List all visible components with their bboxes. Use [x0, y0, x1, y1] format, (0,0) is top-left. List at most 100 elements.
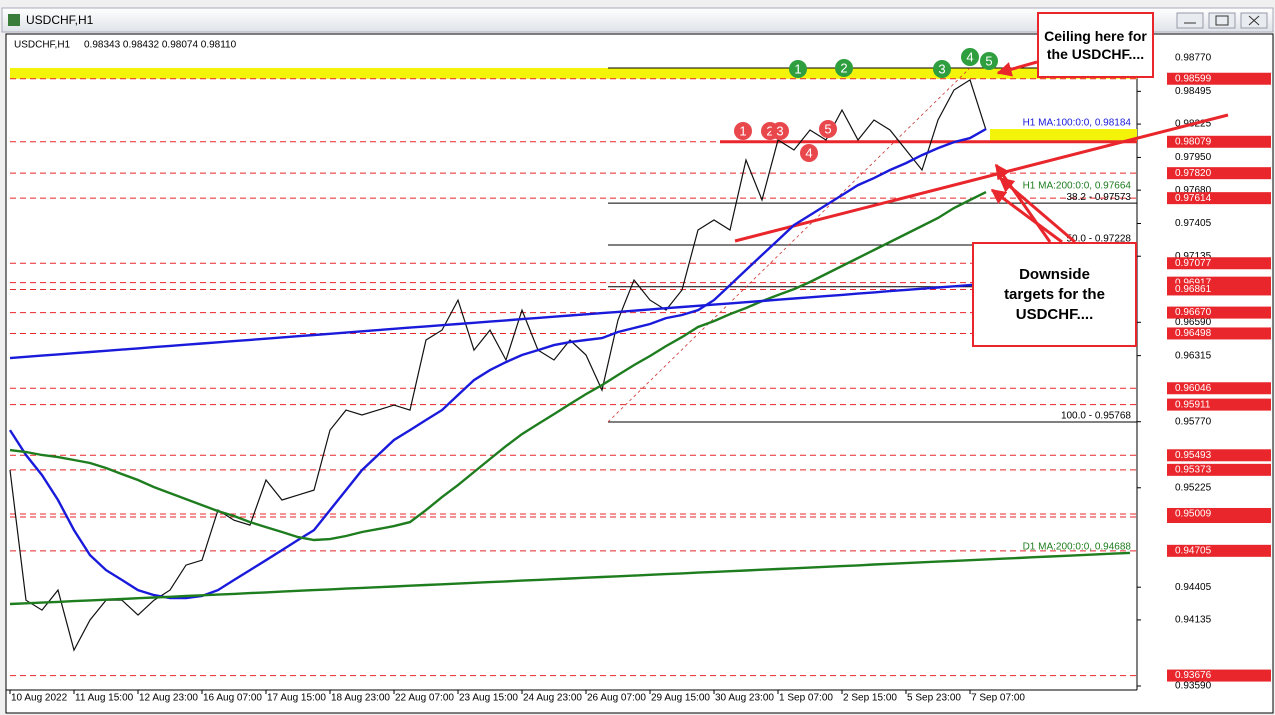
downside-callout: Downside targets for the USDCHF.... [972, 242, 1137, 347]
level-label: 0.96670 [1175, 307, 1212, 318]
x-tick-label: 11 Aug 15:00 [75, 693, 134, 704]
x-tick-label: 12 Aug 23:00 [139, 693, 198, 704]
fib-diagonal [607, 67, 971, 423]
red-marker [819, 120, 837, 138]
x-tick-label: 22 Aug 07:00 [395, 693, 454, 704]
x-tick-label: 17 Aug 15:00 [267, 693, 326, 704]
y-tick-label: 0.94135 [1175, 615, 1212, 626]
window-buttons[interactable] [1176, 12, 1268, 29]
callout-arrow [996, 60, 1038, 77]
fib-label: 50.0 - 0.97228 [1067, 234, 1132, 245]
chart-symbol: USDCHF,H1 [14, 40, 71, 51]
y-tick-label: 0.95225 [1175, 482, 1212, 493]
level-label: 0.96498 [1175, 328, 1212, 339]
ma-line [8, 127, 987, 600]
maximize-glyph [1215, 15, 1229, 26]
ceiling-zone [10, 67, 1137, 79]
price-line [9, 78, 987, 652]
ma-line [9, 191, 987, 542]
y-tick-label: 0.97680 [1175, 185, 1212, 196]
window-icon [8, 14, 20, 26]
green-marker [961, 48, 979, 66]
x-tick-label: 7 Sep 07:00 [971, 693, 1025, 704]
y-tick-label: 0.97405 [1175, 218, 1212, 229]
level-label: 0.95911 [1175, 399, 1211, 410]
callout-arrow [994, 163, 1052, 243]
fib-label: 100.0 - 0.95768 [1061, 411, 1131, 422]
level-tag [1167, 135, 1271, 148]
ma-line [9, 551, 1131, 606]
ceiling-callout: Ceiling here for the USDCHF.... [1037, 12, 1154, 78]
x-tick-label: 29 Aug 15:00 [651, 693, 710, 704]
green-marker [835, 59, 853, 77]
level-label: 0.96046 [1175, 383, 1212, 394]
level-tag [1167, 449, 1271, 462]
rising-trendline [734, 113, 1229, 243]
level-tag [1167, 167, 1271, 180]
level-label: 0.93676 [1175, 670, 1212, 681]
ma-label: D1 MA:200:0:0, 0.94688 [1023, 542, 1132, 553]
close-glyph [1248, 15, 1260, 26]
y-tick-label: 0.96315 [1175, 350, 1212, 361]
green-marker [789, 60, 807, 78]
x-tick-label: 2 Sep 15:00 [843, 693, 897, 704]
level-tag [1167, 669, 1271, 682]
x-tick-label: 26 Aug 07:00 [587, 693, 646, 704]
y-tick-label: 0.97950 [1175, 152, 1212, 163]
maximize-button[interactable] [1208, 12, 1236, 29]
x-tick-label: 23 Aug 15:00 [459, 693, 518, 704]
level-tag [1167, 507, 1271, 520]
level-tag [1167, 382, 1271, 395]
x-tick-label: 18 Aug 23:00 [331, 693, 390, 704]
chart-area [5, 33, 1274, 714]
x-tick-label: 16 Aug 07:00 [203, 693, 262, 704]
y-tick-label: 0.94405 [1175, 582, 1212, 593]
ma-label: H1 MA:100:0:0, 0.98184 [1023, 118, 1132, 129]
green-marker-label: 3 [938, 61, 945, 76]
red-marker-label: 2 [766, 123, 773, 138]
level-label: 0.98079 [1175, 136, 1212, 147]
level-label: 0.95373 [1175, 464, 1212, 475]
level-label: 0.97077 [1175, 258, 1212, 269]
level-tag [1167, 283, 1271, 296]
x-tick-label: 30 Aug 23:00 [715, 693, 774, 704]
red-marker [800, 144, 818, 162]
red-marker [771, 122, 789, 140]
green-marker [980, 52, 998, 70]
level-label: 0.96861 [1175, 284, 1212, 295]
level-label: 0.97820 [1175, 168, 1212, 179]
red-marker-label: 3 [776, 123, 783, 138]
fib-label: 38.2 - 0.97573 [1067, 192, 1132, 203]
level-tag [1167, 463, 1271, 476]
level-tag [1167, 327, 1271, 340]
red-marker-label: 4 [805, 145, 812, 160]
x-tick-label: 1 Sep 07:00 [779, 693, 833, 704]
green-marker [933, 60, 951, 78]
y-tick-label: 0.95770 [1175, 416, 1212, 427]
support-zone [990, 129, 1137, 142]
green-marker-label: 5 [985, 53, 992, 68]
red-marker-label: 1 [739, 123, 746, 138]
ohlc-quote: 0.98343 0.98432 0.98074 0.98110 [84, 40, 237, 51]
y-tick-label: 0.93590 [1175, 681, 1212, 692]
minimize-button[interactable] [1176, 12, 1204, 29]
x-tick-label: 10 Aug 2022 [11, 693, 68, 704]
y-tick-label: 0.97135 [1175, 251, 1212, 262]
level-label: 0.97614 [1175, 193, 1212, 204]
ma-line [9, 282, 987, 360]
x-tick-label: 24 Aug 23:00 [523, 693, 582, 704]
y-tick-label: 0.96590 [1175, 317, 1212, 328]
green-marker-label: 2 [840, 60, 847, 75]
level-tag [1167, 257, 1271, 270]
level-label: 0.98599 [1175, 73, 1212, 84]
ma-label: H1 MA:200:0:0, 0.97664 [1023, 181, 1132, 192]
green-marker-label: 1 [794, 61, 801, 76]
level-label: 0.95009 [1175, 509, 1212, 520]
level-tag [1167, 544, 1271, 557]
y-tick-label: 0.98770 [1175, 53, 1212, 64]
level-label: 0.95493 [1175, 450, 1212, 461]
level-label: 0.96917 [1175, 277, 1212, 288]
level-label: 0.94705 [1175, 545, 1212, 556]
